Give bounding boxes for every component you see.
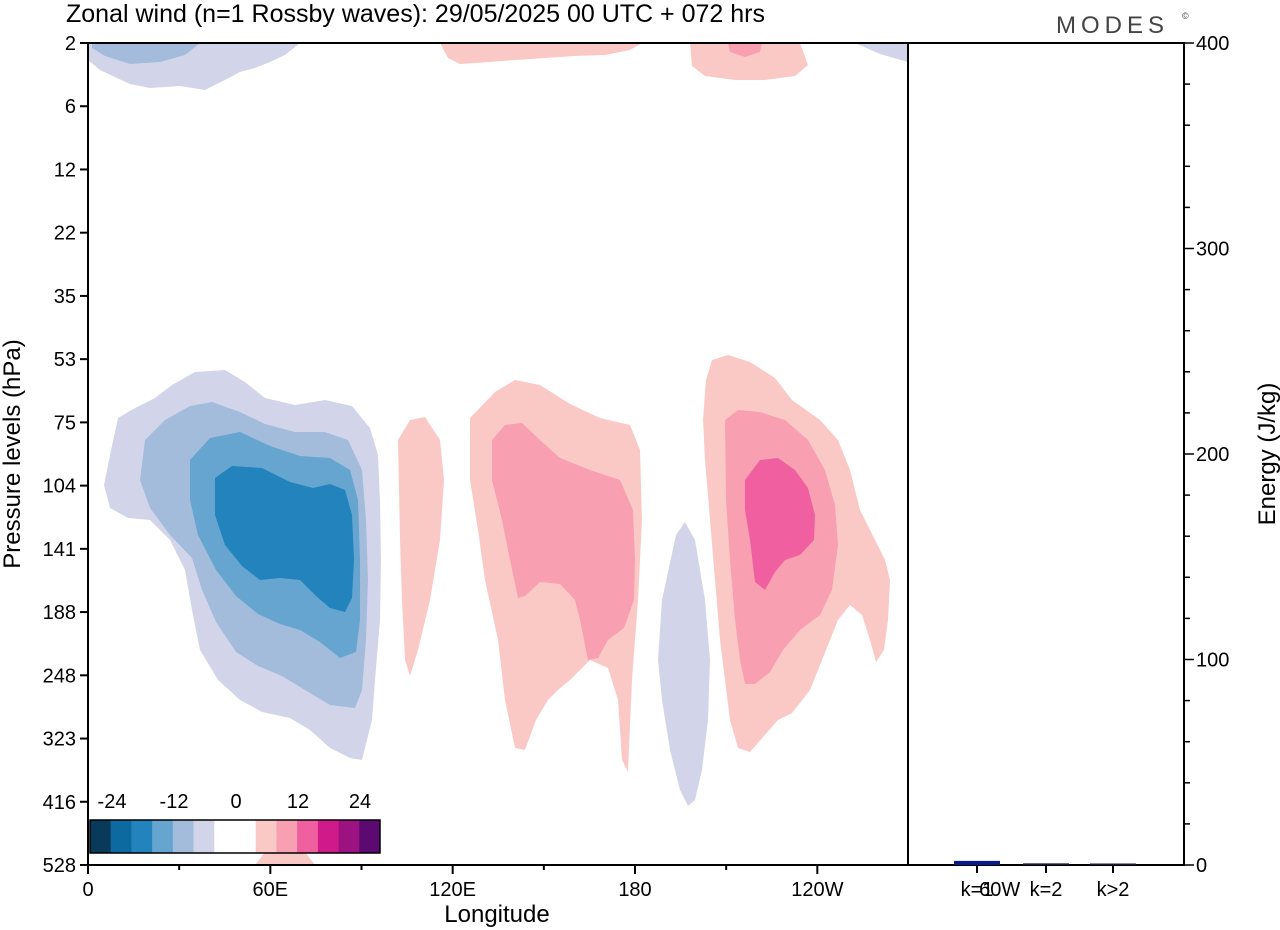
y-axis-pressure: 2 6 12 22 35 53 75 104 141 188 248 323 416 528: [43, 33, 88, 877]
energy-plot-frame: [907, 42, 1185, 866]
contour-neg-column: [658, 522, 710, 806]
contour-pos-right-l3: [745, 458, 815, 590]
colorbar-label-24: 24: [349, 791, 371, 813]
contour-neg-top-strip-inner: [92, 43, 200, 64]
chart-title: Zonal wind (n=1 Rossby waves): 29/05/202…: [66, 0, 765, 28]
energy-tick-label: 200: [1196, 444, 1229, 466]
colorbar-swatch: [193, 820, 215, 853]
colorbar-label-neg12: -12: [160, 791, 189, 813]
x-tick-label: 0: [82, 879, 93, 901]
colorbar-swatch: [255, 820, 277, 853]
contour-pos-top-right-outer: [690, 43, 808, 80]
colorbar-swatch: [235, 820, 257, 853]
colorbar-swatch: [359, 820, 381, 853]
x-tick-label: 60E: [253, 879, 289, 901]
energy-category-label: k>2: [1097, 879, 1130, 901]
logo-copyright-mark: ©: [1182, 11, 1189, 21]
energy-bar: [1090, 863, 1136, 865]
energy-bar: [1023, 863, 1069, 865]
energy-category-label: k=1: [961, 879, 994, 901]
energy-tick-label: 400: [1196, 33, 1229, 55]
contour-fields: [88, 43, 908, 865]
colorbar: -24 -12 0 12 24: [89, 791, 381, 854]
colorbar-swatch: [172, 820, 195, 853]
contour-pos-top-mid: [440, 43, 642, 64]
y-tick-label: 104: [43, 476, 76, 498]
x-axis-label: Longitude: [444, 901, 549, 928]
colorbar-swatch: [131, 820, 153, 853]
energy-axis-label: Energy (J/kg): [1254, 383, 1280, 526]
colorbar-label-0: 0: [230, 791, 241, 813]
contour-pos-top-right-inner: [728, 43, 762, 57]
y-tick-label: 22: [54, 223, 76, 245]
y-axis-label: Pressure levels (hPa): [0, 339, 26, 568]
y-tick-label: 35: [54, 286, 76, 308]
energy-tick-label: 0: [1196, 855, 1207, 877]
colorbar-swatch: [90, 820, 112, 853]
contour-pos-central-inner: [492, 423, 635, 660]
colorbar-swatch: [110, 820, 132, 853]
y-tick-label: 248: [43, 665, 76, 687]
contour-neg-main-l4: [215, 466, 354, 612]
y-tick-label: 416: [43, 792, 76, 814]
energy-tick-label: 100: [1196, 650, 1229, 672]
y-tick-label: 12: [54, 159, 76, 181]
x-tick-label: 180: [618, 879, 651, 901]
y-tick-label: 2: [65, 33, 76, 55]
colorbar-swatch: [297, 820, 319, 853]
colorbar-label-neg24: -24: [98, 791, 127, 813]
x-tick-label: 120E: [429, 879, 476, 901]
contour-pos-narrow-column: [398, 417, 444, 676]
y-tick-label: 323: [43, 729, 76, 751]
energy-tick-label: 300: [1196, 239, 1229, 261]
modes-logo: MODES: [1056, 12, 1169, 39]
colorbar-swatch: [338, 820, 360, 853]
energy-category-label: k=2: [1030, 879, 1063, 901]
x-axis-longitude: 0 60E 120E 180 120W 60W: [82, 865, 1020, 901]
energy-axis: 0 100 200 300 400: [1184, 33, 1229, 877]
colorbar-swatch: [276, 820, 298, 853]
colorbar-label-12: 12: [287, 791, 309, 813]
contour-neg-top-right: [855, 43, 908, 62]
y-tick-label: 188: [43, 602, 76, 624]
y-tick-label: 53: [54, 349, 76, 371]
colorbar-frame: [89, 819, 381, 854]
colorbar-swatch: [152, 820, 174, 853]
colorbar-swatch: [214, 820, 236, 853]
y-tick-label: 75: [54, 412, 76, 434]
x-tick-label: 120W: [791, 879, 843, 901]
y-tick-label: 528: [43, 855, 76, 877]
x-tick-label: 60W: [979, 879, 1020, 901]
energy-bars: k=1 k=2 k>2: [954, 860, 1136, 901]
colorbar-swatch: [317, 820, 340, 853]
energy-bar: [954, 860, 1000, 865]
y-tick-label: 141: [43, 539, 76, 561]
y-tick-label: 6: [65, 96, 76, 118]
